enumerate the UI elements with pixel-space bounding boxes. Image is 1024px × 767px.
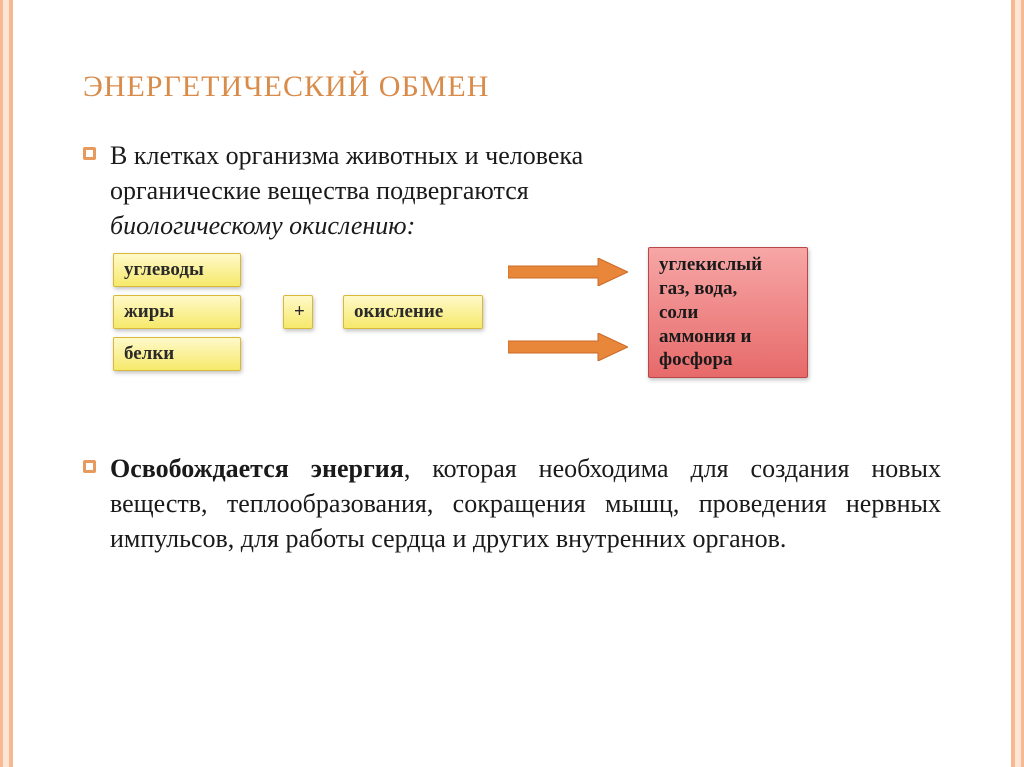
chip-output: углекислый газ, вода, соли аммония и фос… bbox=[648, 247, 808, 378]
chip-fats: жиры bbox=[113, 295, 241, 329]
chip-oxidation: окисление bbox=[343, 295, 483, 329]
arrow-bottom bbox=[508, 333, 628, 361]
output-l2: газ, вода, bbox=[659, 278, 737, 299]
slide-title: ЭНЕРГЕТИЧЕСКИЙ ОБМЕН bbox=[83, 70, 941, 104]
slide-frame: ЭНЕРГЕТИЧЕСКИЙ ОБМЕН В клетках организма… bbox=[0, 0, 1024, 767]
intro-paragraph: В клетках организма животных и человека … bbox=[110, 138, 583, 243]
output-l1: углекислый bbox=[659, 254, 762, 275]
outro-bold: Освобождается энергия bbox=[110, 454, 404, 483]
output-l4: аммония и bbox=[659, 326, 752, 347]
output-l3: соли bbox=[659, 302, 698, 323]
oxidation-diagram: углеводы жиры белки + окисление углекисл… bbox=[113, 253, 941, 423]
bullet-item-2: Освобождается энергия, которая необходим… bbox=[83, 451, 941, 556]
chip-carbs: углеводы bbox=[113, 253, 241, 287]
output-l5: фосфора bbox=[659, 349, 733, 370]
arrow-top bbox=[508, 258, 628, 286]
outro-paragraph: Освобождается энергия, которая необходим… bbox=[110, 451, 941, 556]
intro-line1: В клетках организма животных и человека bbox=[110, 141, 583, 170]
bullet-item-1: В клетках организма животных и человека … bbox=[83, 138, 941, 243]
intro-line2: органические вещества подвергаются bbox=[110, 176, 529, 205]
chip-proteins: белки bbox=[113, 337, 241, 371]
bullet-icon bbox=[83, 147, 96, 160]
chip-plus: + bbox=[283, 295, 313, 329]
bullet-icon bbox=[83, 460, 96, 473]
intro-line3: биологическому окислению: bbox=[110, 211, 415, 240]
